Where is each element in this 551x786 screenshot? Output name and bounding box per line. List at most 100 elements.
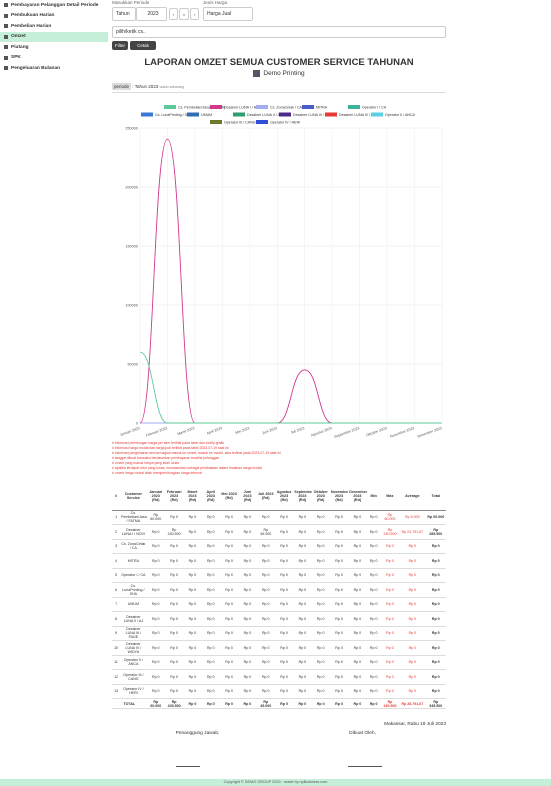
total-cell: Rp 345.500 bbox=[425, 698, 446, 709]
cell: Rp 0 bbox=[238, 510, 257, 525]
next-button[interactable]: › bbox=[190, 8, 199, 20]
x-tick-label: September 2023 bbox=[334, 426, 360, 439]
cell: Rp 0 bbox=[366, 539, 381, 554]
cell: Rp 0 bbox=[201, 611, 220, 627]
cell: Rp 0 bbox=[238, 684, 257, 699]
cell: 12 bbox=[112, 669, 121, 685]
cell: Rp 0 bbox=[201, 510, 220, 525]
cell: Rp 0 bbox=[399, 582, 426, 598]
cell: Rp 0 bbox=[256, 597, 275, 612]
cell: MITRA bbox=[120, 553, 147, 569]
cell: Rp 0 bbox=[293, 510, 312, 525]
year-input[interactable]: 2023 bbox=[136, 7, 167, 21]
x-tick-label: April 2023 bbox=[206, 426, 223, 435]
header-cell: Min bbox=[366, 482, 381, 511]
cell: Rp 0 bbox=[293, 524, 312, 540]
cell: Cs. ZonaCetak / CA bbox=[120, 539, 147, 554]
cell: Rp 0 bbox=[219, 640, 239, 656]
cell: Rp 0 bbox=[183, 597, 202, 612]
cell: Rp 0 bbox=[348, 568, 367, 583]
cell: 10 bbox=[112, 640, 121, 656]
period-type-select[interactable]: Tahun bbox=[112, 7, 136, 21]
cell: Rp 0 bbox=[425, 553, 446, 569]
menu-item[interactable]: Pembukuan Harian bbox=[0, 11, 108, 22]
cell: Rp 0 bbox=[293, 640, 312, 656]
x-tick-label: Januari 2023 bbox=[119, 426, 140, 437]
menu-item[interactable]: Pembelian Harian bbox=[0, 21, 108, 32]
total-cell: Rp 0 bbox=[219, 698, 239, 709]
cell: Rp 0 bbox=[399, 553, 426, 569]
note: # tanggal dibuat transaksi berdasarkan p… bbox=[112, 456, 220, 460]
home-button[interactable]: ⌂ bbox=[179, 8, 189, 20]
legend-label: Cs. Pembelian/Jasa (FATMA) bbox=[178, 105, 225, 109]
x-tick-label: Juni 2023 bbox=[262, 426, 278, 435]
cell: Rp 0 bbox=[274, 669, 294, 685]
omzet-table: # Customer Service Januari 2023 (Rd) Februa… bbox=[112, 482, 446, 709]
cell: Rp 0 bbox=[293, 611, 312, 627]
cell: Desainer LUNA II / AJ bbox=[120, 611, 147, 627]
legend-swatch bbox=[141, 112, 153, 117]
cell: Rp 0 bbox=[311, 597, 330, 612]
menu-item[interactable]: Piutang bbox=[0, 42, 108, 53]
period-info: periode : Tahun 2023 waktu sekarang bbox=[112, 83, 446, 93]
total-cell: Rp 240.500 bbox=[164, 698, 184, 709]
price-type-select[interactable]: Harga Jual bbox=[203, 7, 253, 21]
prev-button[interactable]: ‹ bbox=[169, 8, 178, 20]
header-cell: Agustus 2023 (Rd) bbox=[274, 482, 294, 511]
cell: Rp 0 bbox=[201, 640, 220, 656]
cell: Rp 0 bbox=[164, 611, 184, 627]
company: Demo Printing bbox=[112, 70, 446, 77]
cell: Rp 0 bbox=[238, 568, 257, 583]
cell: Rp 0 bbox=[399, 655, 426, 670]
cell: Rp 0 bbox=[183, 611, 202, 627]
cell: Rp 240.500 bbox=[164, 524, 184, 540]
cell: Rp 0 bbox=[366, 524, 381, 540]
total-cell: Rp 28.791,67 bbox=[399, 698, 426, 709]
cell: Rp 0 bbox=[183, 524, 202, 540]
total-cell: Rp 0 bbox=[183, 698, 202, 709]
cell: Rp 0 bbox=[348, 669, 367, 685]
header-cell: # bbox=[112, 482, 121, 511]
row: 4 MITRA Rp 0 Rp 0 Rp 0 Rp 0 Rp 0 Rp 0 Rp 0 Rp 0 Rp… bbox=[112, 553, 446, 569]
filter-button[interactable]: Filter bbox=[112, 41, 128, 50]
menu-item[interactable]: Pengeluaran Bulanan bbox=[0, 63, 108, 74]
cell: Rp 0 bbox=[219, 539, 239, 554]
cell: Rp 0 bbox=[238, 524, 257, 540]
menu-item[interactable]: SPK bbox=[0, 53, 108, 64]
cell: Operator IV / HERI bbox=[120, 684, 147, 699]
cell: Rp 0 bbox=[399, 539, 426, 554]
row: 1 Cs. Pembelian/Jasa / FATMA Rp 60.000 Rp 0… bbox=[112, 510, 446, 525]
cell: Rp 0 bbox=[311, 626, 330, 641]
cell: Rp 0 bbox=[380, 684, 400, 699]
cell: Rp 0 bbox=[238, 669, 257, 685]
cell: Rp 285.500 bbox=[425, 524, 446, 540]
menu-icon bbox=[4, 3, 8, 8]
menu-item[interactable]: Pembayaran Pelanggan Detail Periode bbox=[0, 0, 108, 11]
cell: Rp 0 bbox=[146, 626, 165, 641]
cell: Rp 0 bbox=[366, 669, 381, 685]
cell: Rp 0 bbox=[146, 539, 165, 554]
row: 8 Desainer LUNA II / AJ Rp 0 Rp 0 Rp 0 Rp 0 Rp… bbox=[112, 611, 446, 627]
legend-label: Desainer LUNA III / FAGE bbox=[293, 113, 335, 117]
cs-select[interactable]: pilih/ketik cs.. bbox=[112, 26, 446, 38]
x-tick-label: Oktober 2023 bbox=[366, 426, 388, 437]
sign-line-left bbox=[176, 766, 200, 767]
cell: Rp 0 bbox=[425, 669, 446, 685]
sign-line-right bbox=[348, 766, 382, 767]
cell: Rp 0 bbox=[146, 582, 165, 598]
menu-item[interactable]: Omzet bbox=[0, 31, 108, 42]
cell: Rp 0 bbox=[380, 669, 400, 685]
cell: 6 bbox=[112, 582, 121, 598]
cell: Rp 0 bbox=[348, 640, 367, 656]
row: 13 Operator IV / HERI Rp 0 Rp 0 Rp 0 Rp 0 Rp 0… bbox=[112, 684, 446, 699]
cell: Desainer LUNA I / NOVI bbox=[120, 524, 147, 540]
header-cell: Maret 2023 (Rd) bbox=[183, 482, 202, 511]
cell: Rp 0 bbox=[146, 597, 165, 612]
cell: Rp 0 bbox=[399, 626, 426, 641]
cell: Rp 0 bbox=[274, 510, 294, 525]
menu-label: Piutang bbox=[11, 44, 29, 50]
cell: Rp 0 bbox=[238, 539, 257, 554]
legend-label: Desainer LUNA IV / WIDYA bbox=[339, 113, 383, 117]
print-button[interactable]: Cetak bbox=[130, 41, 156, 50]
